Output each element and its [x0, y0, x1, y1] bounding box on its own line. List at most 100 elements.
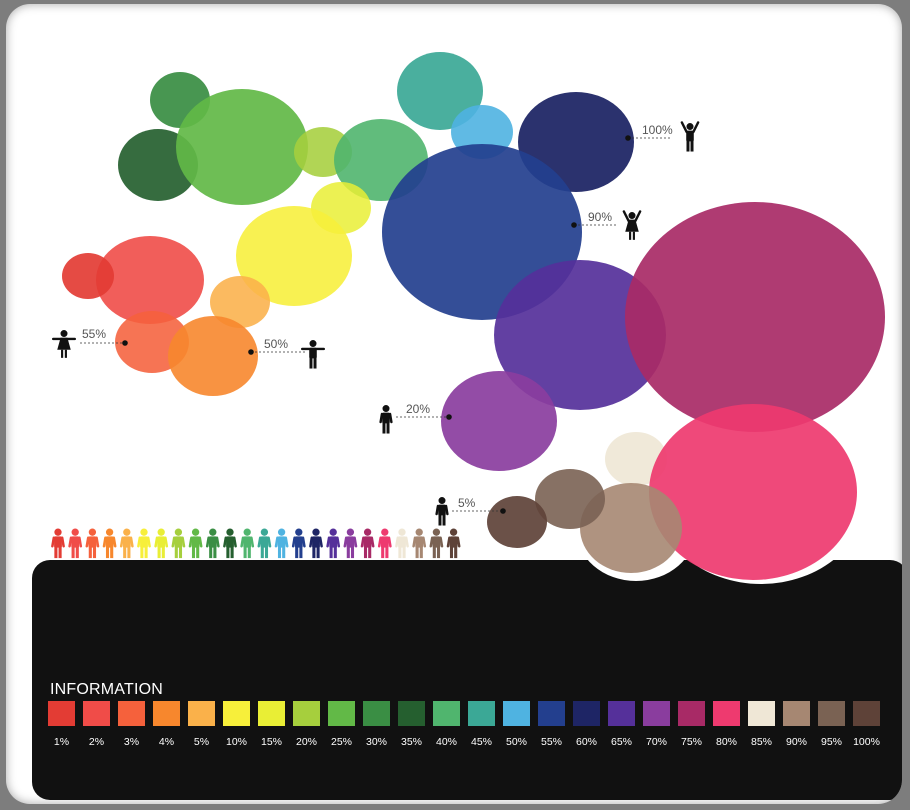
- legend-swatch: [223, 701, 250, 726]
- bubble: [535, 469, 605, 529]
- legend-swatch: [643, 701, 670, 726]
- legend-label: 30%: [366, 736, 387, 748]
- bubble: [168, 316, 258, 396]
- person-icon: [102, 528, 117, 559]
- person-icon: [680, 121, 700, 152]
- person-icon: [223, 528, 237, 559]
- legend-label: 85%: [751, 736, 772, 748]
- legend-swatch: [783, 701, 810, 726]
- legend-swatch: [748, 701, 775, 726]
- legend-swatch: [48, 701, 75, 726]
- legend-label: 5%: [194, 736, 209, 748]
- bubble: [397, 52, 483, 130]
- person-icon: [154, 528, 169, 559]
- bubble: [580, 483, 682, 573]
- legend-swatch: [503, 701, 530, 726]
- annotation-dot: [122, 340, 128, 346]
- person-icon: [51, 330, 77, 358]
- legend-swatch: [398, 701, 425, 726]
- person-icon: [188, 528, 203, 559]
- legend-swatch: [608, 701, 635, 726]
- bubble: [487, 496, 547, 548]
- person-icon: [395, 528, 409, 559]
- legend-swatch: [678, 701, 705, 726]
- bubble: [236, 206, 352, 306]
- legend-label: 2%: [89, 736, 104, 748]
- person-icon: [377, 528, 392, 559]
- bubble: [441, 371, 557, 471]
- legend-title: INFORMATION: [50, 681, 163, 698]
- person-icon: [205, 528, 220, 559]
- annotation-label: 90%: [588, 210, 612, 224]
- bubble-chart: 100% 90% 55% 50% 20% 5% INFORMATION 1% 2% 3% 4% 5…: [48, 52, 885, 748]
- legend-label: 80%: [716, 736, 737, 748]
- person-icon: [291, 528, 306, 559]
- legend-swatch: [328, 701, 355, 726]
- person-icon: [274, 528, 289, 559]
- person-icon: [326, 528, 341, 559]
- legend-label: 100%: [853, 736, 880, 748]
- person-icon: [300, 340, 326, 369]
- annotation-label: 55%: [82, 327, 106, 341]
- legend-swatch: [83, 701, 110, 726]
- legend-label: 20%: [296, 736, 317, 748]
- people-row: [51, 528, 461, 559]
- legend-swatch: [293, 701, 320, 726]
- legend-label: 15%: [261, 736, 282, 748]
- legend-swatch: [153, 701, 180, 726]
- person-icon: [429, 528, 444, 559]
- annotation-label: 20%: [406, 402, 430, 416]
- legend-label: 45%: [471, 736, 492, 748]
- bubble: [649, 404, 857, 580]
- person-icon: [435, 497, 449, 526]
- legend-label: 55%: [541, 736, 562, 748]
- bubble: [494, 260, 666, 410]
- annotation-dot: [571, 222, 577, 228]
- legend-swatch: [713, 701, 740, 726]
- person-icon: [68, 528, 83, 559]
- person-icon: [119, 528, 134, 559]
- legend-label: 3%: [124, 736, 139, 748]
- bubble: [625, 202, 885, 432]
- legend-swatch: [433, 701, 460, 726]
- annotation-label: 5%: [458, 496, 476, 510]
- legend-swatch: [818, 701, 845, 726]
- person-icon: [360, 528, 375, 559]
- legend-swatch: [538, 701, 565, 726]
- bubble: [96, 236, 204, 324]
- person-icon: [51, 528, 65, 559]
- legend-swatch: [468, 701, 495, 726]
- information-panel: [32, 560, 902, 800]
- legend-swatch: [573, 701, 600, 726]
- bubble: [176, 89, 308, 205]
- person-icon: [343, 528, 358, 559]
- person-icon: [240, 528, 255, 559]
- legend-swatch: [118, 701, 145, 726]
- bubble: [62, 253, 114, 299]
- bubble: [210, 276, 270, 328]
- legend-label: 90%: [786, 736, 807, 748]
- annotations: 100% 90% 55% 50% 20% 5%: [51, 121, 700, 526]
- legend-label: 1%: [54, 736, 69, 748]
- person-icon: [257, 528, 272, 559]
- annotation-dot: [625, 135, 631, 141]
- legend-swatch: [258, 701, 285, 726]
- legend-label: 95%: [821, 736, 842, 748]
- bubble: [605, 432, 667, 486]
- infographic-card: 100% 90% 55% 50% 20% 5% INFORMATION 1% 2% 3% 4% 5…: [6, 4, 902, 804]
- legend-label: 65%: [611, 736, 632, 748]
- legend-label: 50%: [506, 736, 527, 748]
- legend-label: 40%: [436, 736, 457, 748]
- legend-label: 10%: [226, 736, 247, 748]
- person-icon: [85, 528, 100, 559]
- legend-swatch: [188, 701, 215, 726]
- bubbles: [62, 52, 885, 584]
- annotation-dot: [446, 414, 452, 420]
- annotation-label: 100%: [642, 123, 673, 137]
- legend-label: 35%: [401, 736, 422, 748]
- legend-label: 70%: [646, 736, 667, 748]
- person-icon: [379, 405, 393, 434]
- annotation-dot: [500, 508, 506, 514]
- legend-label: 25%: [331, 736, 352, 748]
- annotation-label: 50%: [264, 337, 288, 351]
